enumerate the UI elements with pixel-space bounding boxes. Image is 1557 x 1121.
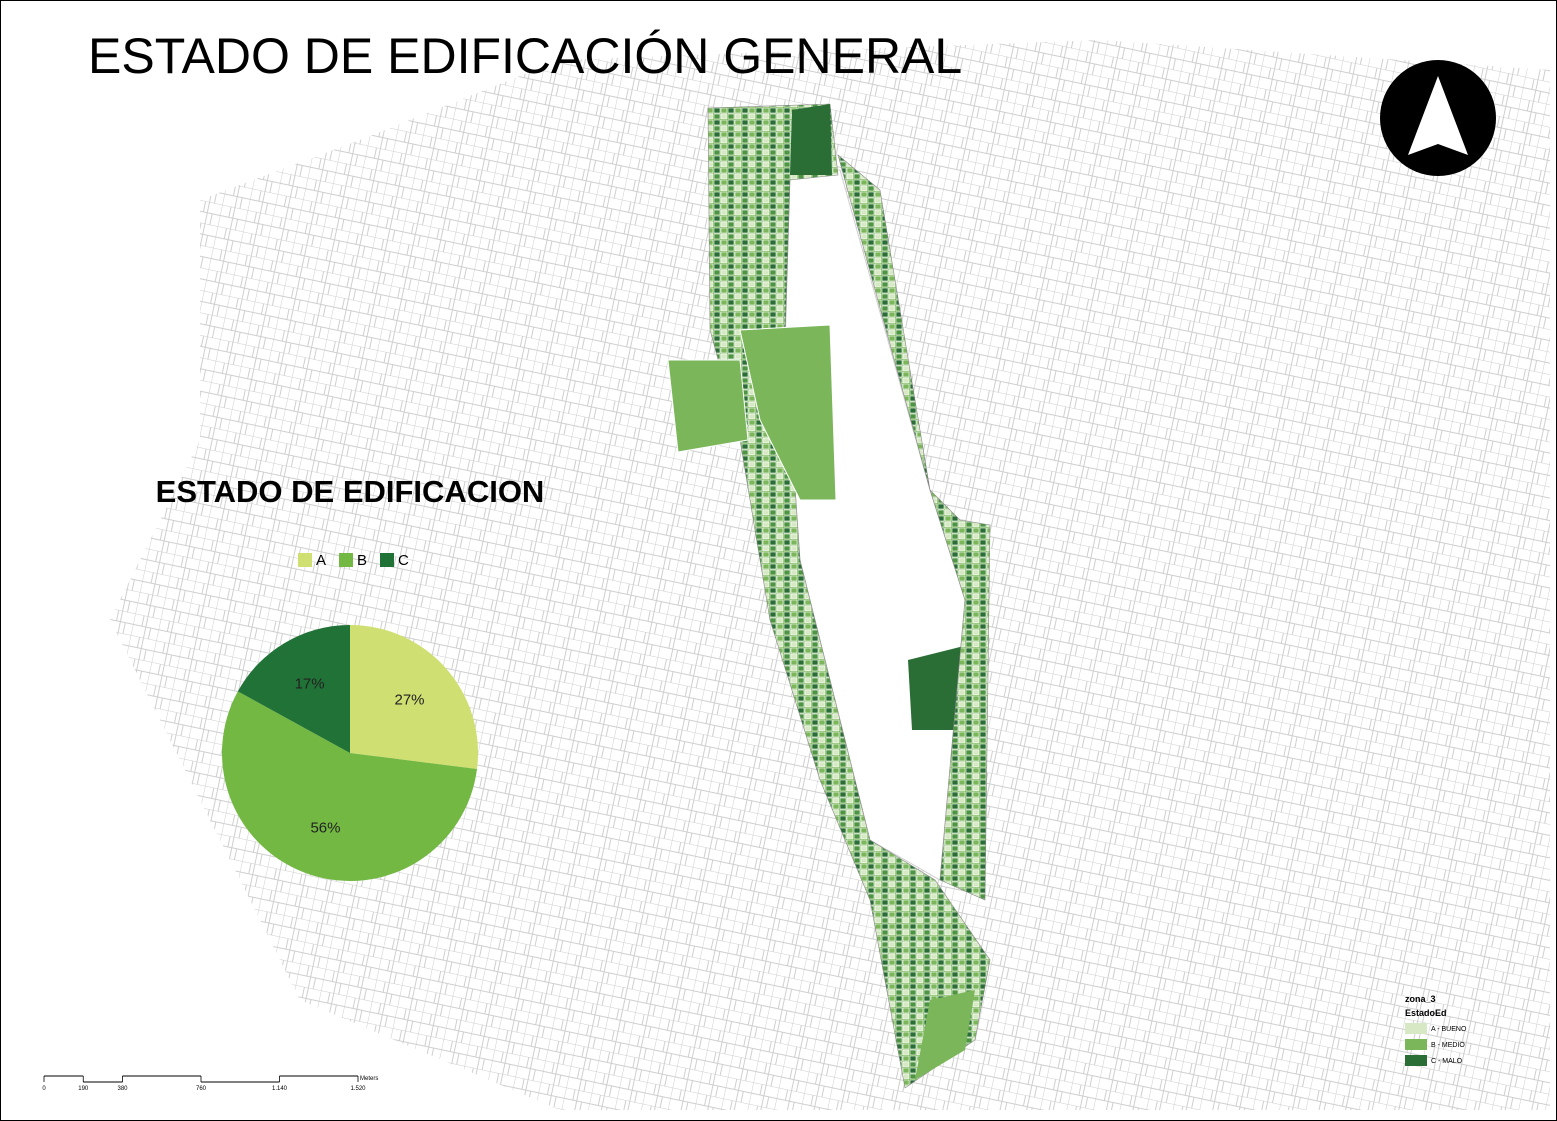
scale-label: 190 [78,1086,89,1092]
legend-swatch [1405,1039,1427,1050]
legend-field: EstadoEd [1405,1008,1447,1018]
north-arrow [1380,60,1496,176]
slice-label: 17% [295,676,325,693]
legend-swatch [298,553,312,567]
legend-swatch [1405,1055,1427,1066]
base-map [110,40,1550,1110]
map-title: ESTADO DE EDIFICACIÓN GENERAL [88,28,962,84]
legend-label: B - MEDIO [1431,1042,1465,1049]
legend-label: B [357,552,367,569]
scale-label: 1.140 [272,1086,288,1092]
legend-swatch [1405,1023,1427,1034]
scale-unit: Meters [360,1076,378,1082]
legend-swatch [380,553,394,567]
legend-label: C [398,552,409,569]
pie-title: ESTADO DE EDIFICACION [156,474,545,509]
legend-layer: zona_3 [1405,994,1436,1004]
slice-label: 27% [395,691,425,708]
legend-label: A - BUENO [1431,1026,1467,1033]
scale-label: 760 [196,1086,207,1092]
legend-label: A [316,552,326,569]
legend-label: C - MALO [1431,1058,1463,1065]
legend-swatch [339,553,353,567]
scale-label: 1.520 [350,1086,366,1092]
map-sheet: ESTADO DE EDIFICACIÓN GENERAL ESTADO DE … [0,0,1557,1121]
scale-label: 380 [117,1086,128,1092]
slice-label: 56% [310,819,340,836]
